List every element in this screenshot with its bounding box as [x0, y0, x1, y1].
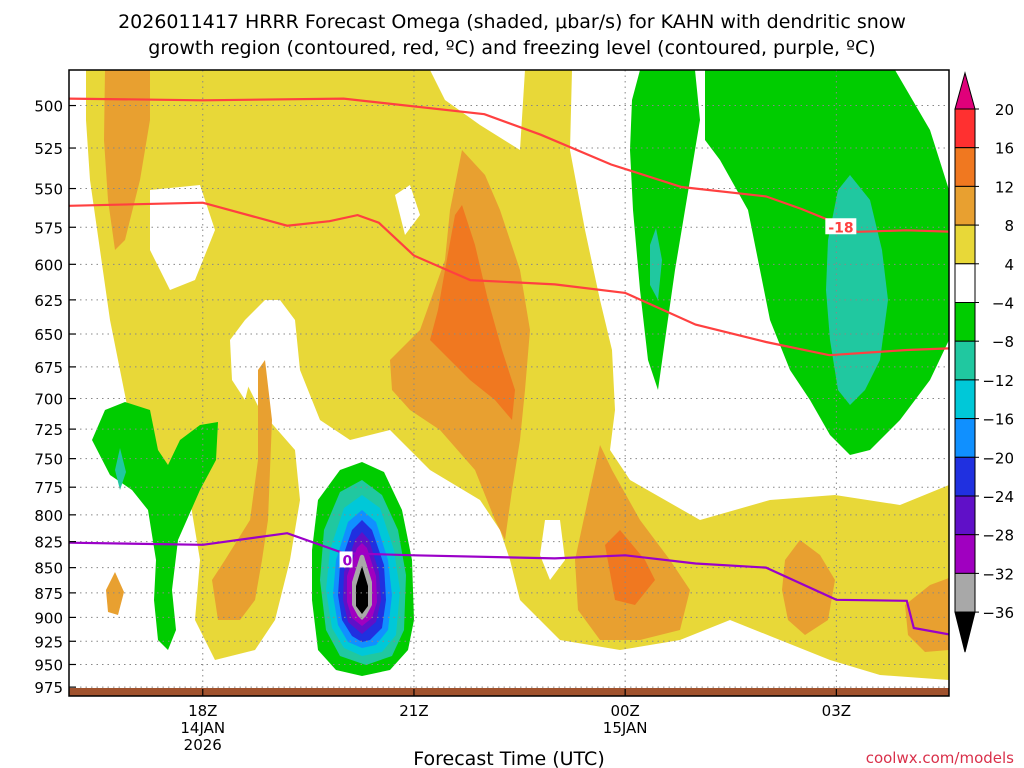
colorbar-tick-label: −32	[982, 565, 1014, 583]
y-tick-label: 975	[34, 679, 63, 697]
contour-label: 0	[343, 553, 353, 569]
colorbar-band	[954, 611, 976, 653]
contour-freezing-level	[69, 532, 949, 636]
colorbar-band	[954, 534, 976, 574]
omega-band-4-8-b	[300, 70, 430, 240]
y-tick-label: 950	[34, 656, 63, 674]
y-tick-label: 650	[34, 326, 63, 344]
y-tick-label: 800	[34, 507, 63, 525]
colorbar-band	[954, 379, 976, 420]
y-tick-label: 600	[34, 256, 63, 274]
colorbar-tick-label: −8	[992, 333, 1014, 351]
x-tick-label: 21Z	[399, 702, 428, 720]
colorbar-tick-label: −20	[982, 449, 1014, 467]
contour-dgz-bottom	[69, 201, 949, 357]
x-axis-label: Forecast Time (UTC)	[413, 748, 604, 768]
contour-label-bg	[339, 551, 353, 568]
y-tick-label: 500	[34, 98, 63, 116]
colorbar-band	[954, 263, 976, 303]
colorbar-tick-label: −16	[982, 411, 1014, 429]
y-tick-label: 825	[34, 534, 63, 552]
colorbar-tick-label: −4	[992, 295, 1014, 313]
chart-title-line2: growth region (contoured, red, ºC) and f…	[148, 37, 875, 59]
y-tick-label: 775	[34, 479, 63, 497]
colorbar-tick-label: 16	[995, 140, 1014, 158]
y-tick-label: 725	[34, 421, 63, 439]
x-tick-year: 2026	[184, 736, 222, 754]
x-tick-label: 00Z	[610, 702, 639, 720]
contour-label: -18	[828, 220, 853, 236]
colorbar: 20 16 12 8 4 −4 −8 −12 −16 −20 −24 −28 −32 −36	[954, 71, 1014, 653]
colorbar-tick-label: −24	[982, 488, 1014, 506]
colorbar-band	[954, 71, 976, 110]
colorbar-tick-label: 20	[995, 101, 1014, 119]
colorbar-band	[954, 572, 976, 613]
y-tick-label: 700	[34, 391, 63, 409]
y-tick-label: 900	[34, 609, 63, 627]
colorbar-tick-label: 4	[1004, 256, 1014, 274]
y-tick-label: 525	[34, 140, 63, 158]
y-tick-label: 925	[34, 633, 63, 651]
x-tick-date: 15JAN	[603, 719, 648, 737]
x-tick-label: 18Z	[188, 702, 217, 720]
x-tick-date: 14JAN	[180, 719, 225, 737]
source-credit: coolwx.com/models	[866, 749, 1014, 767]
y-tick-label: 850	[34, 560, 63, 578]
colorbar-tick-label: 8	[1004, 217, 1014, 235]
colorbar-band	[954, 495, 976, 536]
colorbar-tick-label: −36	[982, 604, 1014, 622]
y-tick-label: 625	[34, 292, 63, 310]
colorbar-tick-label: −12	[982, 372, 1014, 390]
colorbar-band	[954, 302, 976, 342]
colorbar-band	[954, 108, 976, 149]
colorbar-band	[954, 340, 976, 381]
x-tick-label: 03Z	[822, 702, 851, 720]
chart-title-line1: 2026011417 HRRR Forecast Omega (shaded, …	[118, 11, 906, 33]
contour-dgz-top	[69, 97, 949, 233]
omega-band-neg8-neg4	[630, 70, 700, 390]
y-axis: 500 525 550 575 600 625 650 675 700 725 750 775 800 8…	[34, 98, 76, 697]
plot-frame	[68, 69, 950, 697]
contour-label-bg	[825, 218, 857, 235]
colorbar-band	[954, 185, 976, 226]
y-tick-label: 875	[34, 585, 63, 603]
colorbar-band	[954, 456, 976, 497]
colorbar-tick-label: 12	[995, 178, 1014, 196]
colorbar-band	[954, 147, 976, 187]
contour-lines: -18 0	[69, 97, 949, 636]
omega-band-12-16	[430, 205, 515, 420]
colorbar-tick-label: −28	[982, 527, 1014, 545]
colorbar-band	[954, 418, 976, 458]
omega-shaded-field	[86, 70, 949, 680]
y-tick-label: 575	[34, 219, 63, 237]
colorbar-band	[954, 224, 976, 265]
grid-lines	[69, 70, 949, 696]
ground-surface	[69, 688, 949, 696]
y-tick-label: 675	[34, 359, 63, 377]
plot-area: -18 0	[69, 70, 949, 696]
y-tick-label: 550	[34, 181, 63, 199]
y-tick-label: 750	[34, 451, 63, 469]
